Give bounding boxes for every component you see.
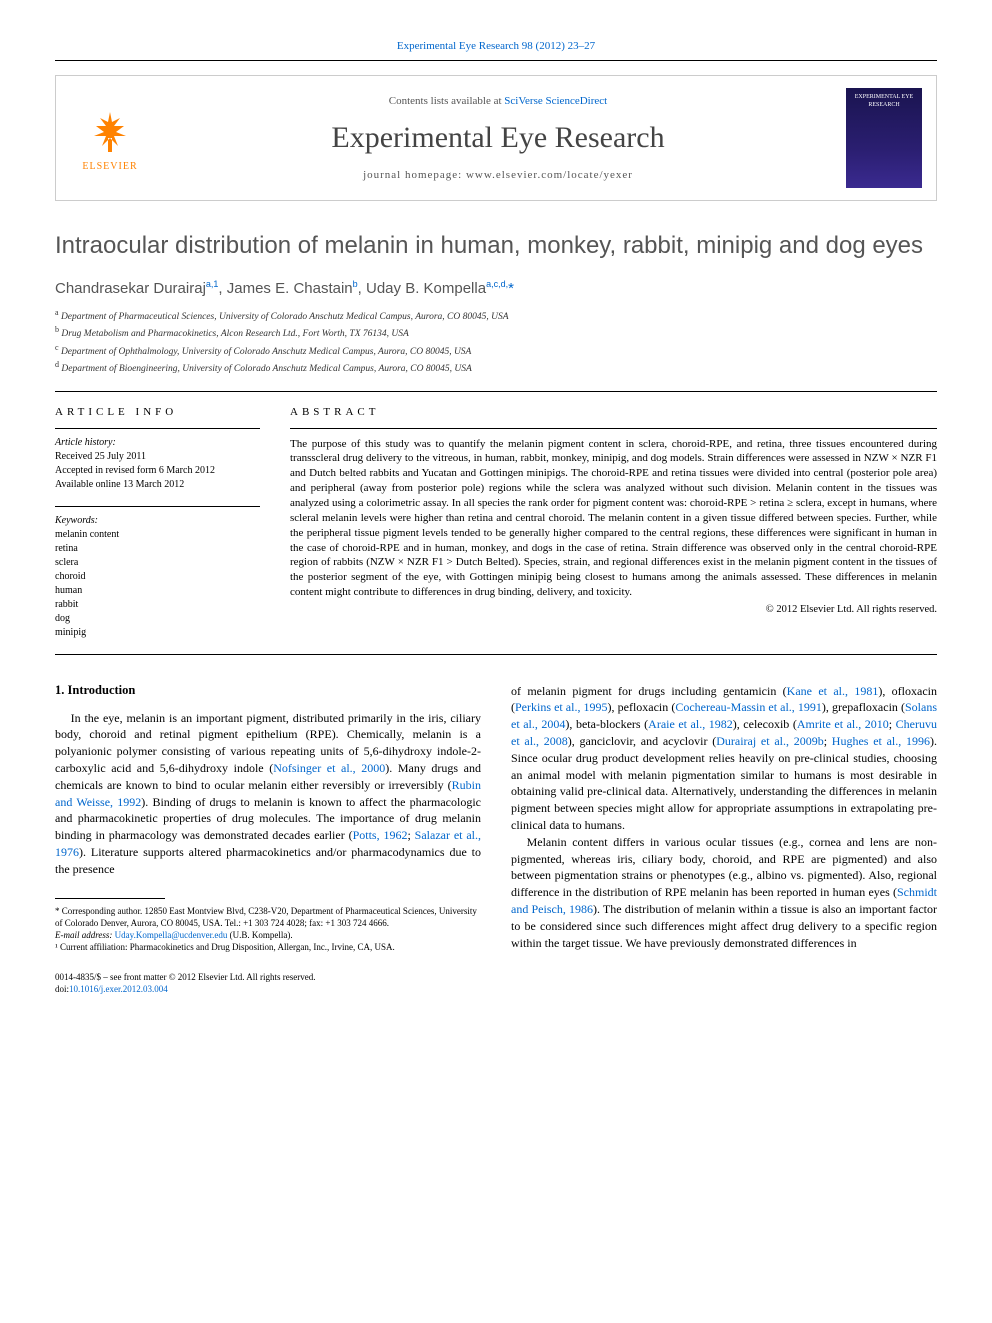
cover-text: EXPERIMENTAL EYE RESEARCH	[850, 94, 918, 110]
sciencedirect-link[interactable]: SciVerse ScienceDirect	[504, 95, 607, 107]
info-rule-2	[55, 506, 260, 507]
cite-hughes[interactable]: Hughes et al., 1996	[832, 734, 930, 748]
publisher-logo: ELSEVIER	[70, 105, 150, 172]
homepage-url: www.elsevier.com/locate/yexer	[466, 169, 633, 181]
keyword: sclera	[55, 556, 260, 570]
c2a: of melanin pigment for drugs including g…	[511, 684, 787, 698]
c2c: ), pefloxacin (	[608, 700, 676, 714]
c2g: ;	[889, 717, 896, 731]
article-title: Intraocular distribution of melanin in h…	[55, 231, 937, 261]
intro-para-1: In the eye, melanin is an important pigm…	[55, 710, 481, 878]
cite-kane[interactable]: Kane et al., 1981	[787, 684, 879, 698]
section-1-heading: 1. Introduction	[55, 683, 481, 698]
keywords-label: Keywords:	[55, 515, 260, 526]
affiliations: a Department of Pharmaceutical Sciences,…	[55, 307, 937, 377]
body-columns: 1. Introduction In the eye, melanin is a…	[55, 683, 937, 996]
article-info-heading: ARTICLE INFO	[55, 406, 260, 418]
contents-prefix: Contents lists available at	[389, 95, 504, 107]
email-label: E-mail address:	[55, 930, 115, 940]
footnote-separator	[55, 898, 165, 899]
journal-cover-thumb: EXPERIMENTAL EYE RESEARCH	[846, 88, 922, 188]
rule-after-affil	[55, 391, 937, 392]
masthead: ELSEVIER Contents lists available at Sci…	[55, 75, 937, 201]
contents-line: Contents lists available at SciVerse Sci…	[168, 95, 828, 107]
abstract-text: The purpose of this study was to quantif…	[290, 437, 937, 600]
history-label: Article history:	[55, 437, 260, 448]
accepted-line: Accepted in revised form 6 March 2012	[55, 464, 260, 478]
affiliation-line: c Department of Ophthalmology, Universit…	[55, 342, 937, 359]
c2j: ). Since ocular drug product development…	[511, 734, 937, 832]
masthead-center: Contents lists available at SciVerse Sci…	[168, 95, 828, 181]
affiliation-line: a Department of Pharmaceutical Sciences,…	[55, 307, 937, 324]
homepage-prefix: journal homepage:	[363, 169, 466, 181]
keyword: choroid	[55, 570, 260, 584]
doi-link[interactable]: 10.1016/j.exer.2012.03.004	[69, 984, 168, 994]
c2i: ;	[824, 734, 832, 748]
publisher-name: ELSEVIER	[82, 161, 137, 172]
abstract-block: ABSTRACT The purpose of this study was t…	[290, 406, 937, 640]
c2d: ), grepafloxacin (	[822, 700, 905, 714]
email-link[interactable]: Uday.Kompella@ucdenver.edu	[115, 930, 228, 940]
cite-perkins[interactable]: Perkins et al., 1995	[515, 700, 608, 714]
keyword: human	[55, 584, 260, 598]
c2p2a: Melanin content differs in various ocula…	[511, 835, 937, 899]
footnote-email: E-mail address: Uday.Kompella@ucdenver.e…	[55, 929, 481, 941]
homepage-line: journal homepage: www.elsevier.com/locat…	[168, 169, 828, 181]
cite-nofsinger[interactable]: Nofsinger et al., 2000	[273, 761, 385, 775]
keyword: retina	[55, 542, 260, 556]
keyword: minipig	[55, 626, 260, 640]
keyword: melanin content	[55, 528, 260, 542]
info-rule-1	[55, 428, 260, 429]
keyword: dog	[55, 612, 260, 626]
c2e: ), beta-blockers (	[565, 717, 648, 731]
abstract-rule	[290, 428, 937, 429]
top-rule	[55, 60, 937, 61]
received-line: Received 25 July 2011	[55, 450, 260, 464]
affiliation-line: d Department of Bioengineering, Universi…	[55, 359, 937, 376]
column-left: 1. Introduction In the eye, melanin is a…	[55, 683, 481, 996]
abstract-copyright: © 2012 Elsevier Ltd. All rights reserved…	[290, 604, 937, 615]
running-header: Experimental Eye Research 98 (2012) 23–2…	[55, 40, 937, 52]
footnote-corresponding: * Corresponding author. 12850 East Montv…	[55, 905, 481, 929]
authors: Chandrasekar Durairaja,1, James E. Chast…	[55, 279, 937, 297]
doi-label: doi:	[55, 984, 69, 994]
p1-e: ). Literature supports altered pharmacok…	[55, 845, 481, 876]
email-tail: (U.B. Kompella).	[227, 930, 292, 940]
article-info: ARTICLE INFO Article history: Received 2…	[55, 406, 260, 640]
keyword: rabbit	[55, 598, 260, 612]
column-right: of melanin pigment for drugs including g…	[511, 683, 937, 996]
intro-para-1-cont: of melanin pigment for drugs including g…	[511, 683, 937, 952]
cite-potts[interactable]: Potts, 1962	[353, 828, 408, 842]
p1-d: ;	[407, 828, 414, 842]
c2h: ), ganciclovir, and acyclovir (	[568, 734, 716, 748]
abstract-heading: ABSTRACT	[290, 406, 937, 418]
doi-line: doi:10.1016/j.exer.2012.03.004	[55, 983, 481, 995]
front-matter-block: 0014-4835/$ – see front matter © 2012 El…	[55, 971, 481, 995]
rule-after-abstract	[55, 654, 937, 655]
page-container: Experimental Eye Research 98 (2012) 23–2…	[0, 0, 992, 1035]
keywords-list: melanin contentretinasclerachoroidhumanr…	[55, 528, 260, 640]
info-abstract-row: ARTICLE INFO Article history: Received 2…	[55, 406, 937, 640]
affiliation-line: b Drug Metabolism and Pharmacokinetics, …	[55, 324, 937, 341]
cite-cochereau[interactable]: Cochereau-Massin et al., 1991	[675, 700, 822, 714]
front-matter: 0014-4835/$ – see front matter © 2012 El…	[55, 971, 481, 983]
journal-name: Experimental Eye Research	[168, 121, 828, 155]
elsevier-tree-icon	[83, 105, 137, 159]
c2f: ), celecoxib (	[733, 717, 797, 731]
cite-durairaj[interactable]: Durairaj et al., 2009b	[716, 734, 824, 748]
online-line: Available online 13 March 2012	[55, 478, 260, 492]
cite-amrite[interactable]: Amrite et al., 2010	[797, 717, 889, 731]
footnote-1: ¹ Current affiliation: Pharmacokinetics …	[55, 941, 481, 953]
cite-araie[interactable]: Araie et al., 1982	[648, 717, 733, 731]
